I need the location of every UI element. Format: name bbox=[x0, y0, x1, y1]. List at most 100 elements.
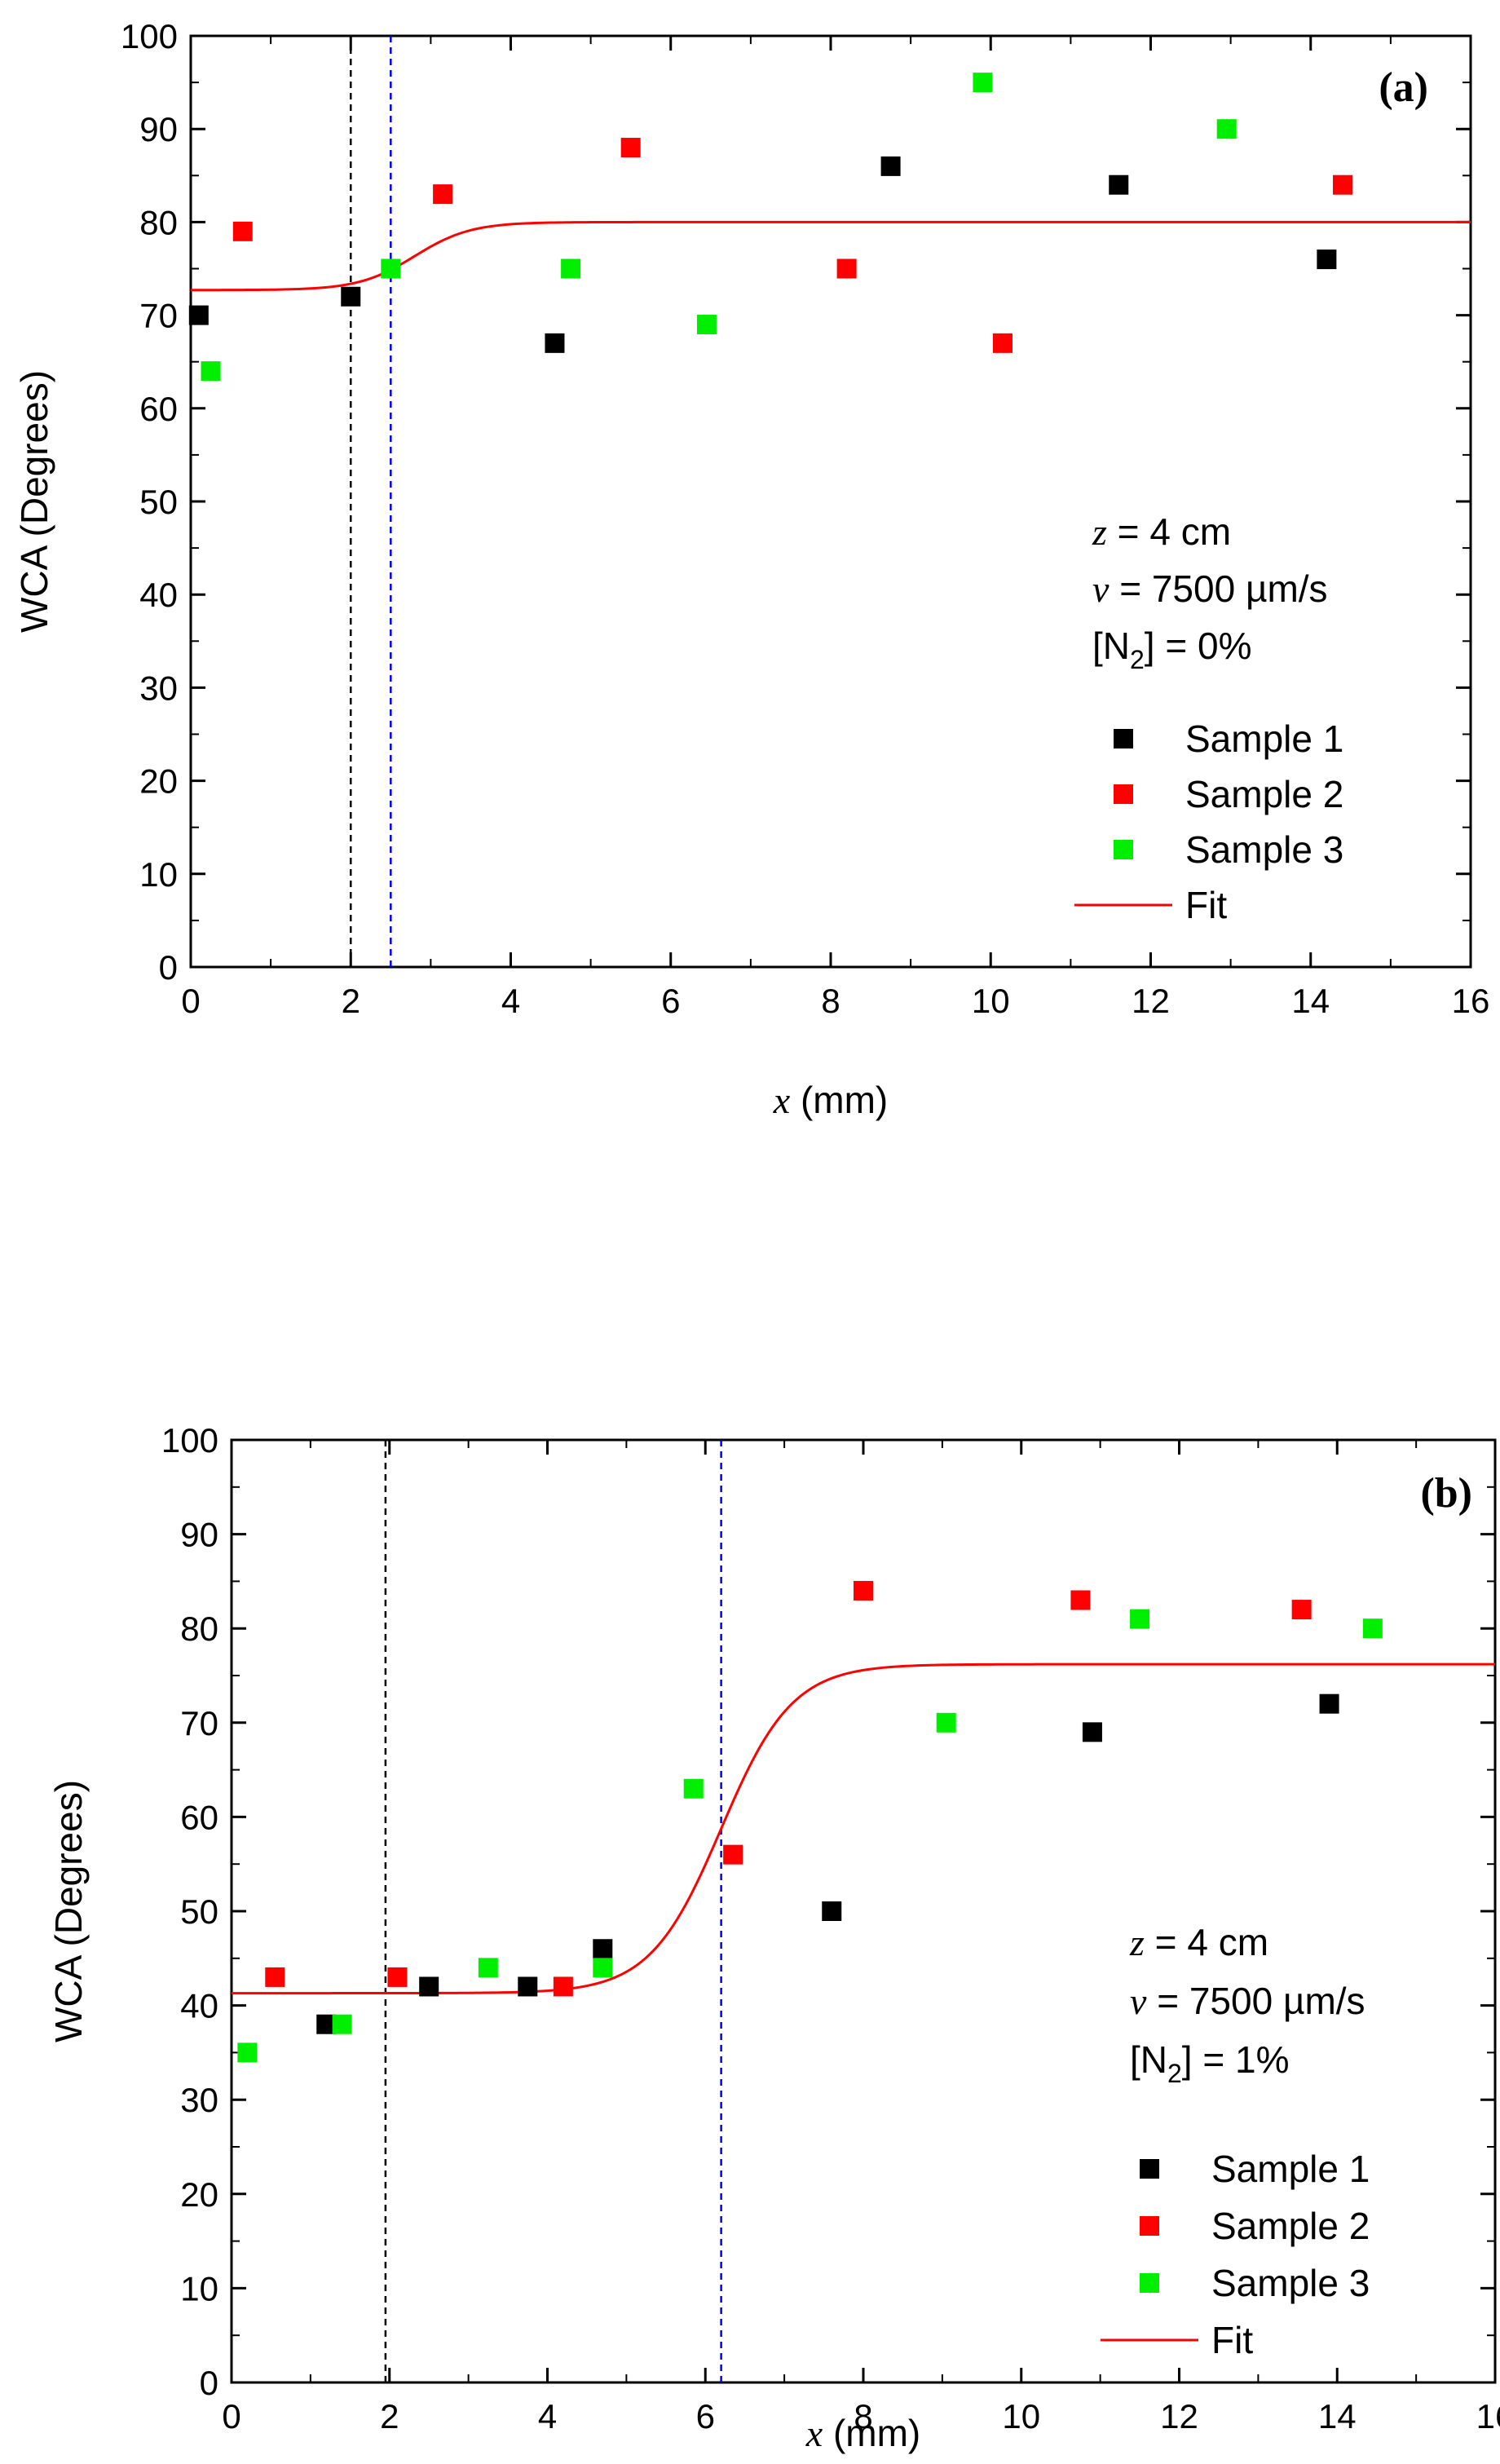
data-point-sample-2 bbox=[1291, 1600, 1312, 1620]
annotation-v-var: v bbox=[1130, 1980, 1147, 2022]
x-axis-label: x (mm) bbox=[805, 2412, 920, 2454]
data-point-sample-3 bbox=[237, 2042, 258, 2063]
data-point-sample-2 bbox=[620, 138, 641, 158]
y-axis-label: WCA (Degrees) bbox=[13, 370, 55, 633]
y-tick-label: 0 bbox=[159, 948, 178, 987]
data-point-sample-2 bbox=[992, 333, 1012, 353]
data-point-sample-1 bbox=[1319, 1693, 1339, 1714]
y-tick-label: 70 bbox=[180, 1704, 218, 1742]
legend-marker-sample-2 bbox=[1114, 784, 1133, 804]
chart-panel-b: 0 2 4 6 8 10 12 14 16 0 10 20 30 40 50 60 70 80 90 100 x (mm… bbox=[47, 1421, 1500, 2454]
annotation-z: z = 4 cm bbox=[1129, 1921, 1268, 1963]
annotation-z-text: = 4 cm bbox=[1107, 510, 1231, 553]
x-tick-label: 8 bbox=[821, 982, 840, 1020]
data-point-sample-2 bbox=[232, 221, 253, 241]
annotation-n2-suffix: ] = 1% bbox=[1182, 2038, 1290, 2081]
data-point-sample-1 bbox=[593, 1939, 613, 1959]
legend-label: Fit bbox=[1185, 884, 1227, 926]
data-point-sample-2 bbox=[1333, 174, 1352, 195]
y-tick-label: 60 bbox=[139, 390, 178, 428]
data-point-sample-1 bbox=[822, 1901, 842, 1921]
data-point-sample-3 bbox=[381, 258, 401, 279]
y-tick-label: 10 bbox=[139, 855, 178, 894]
y-tick-label: 40 bbox=[180, 1987, 218, 2025]
annotation-v-var: v bbox=[1092, 568, 1110, 610]
x-tick-label: 12 bbox=[1160, 2397, 1198, 2435]
annotation-v: v = 7500 µm/s bbox=[1092, 567, 1328, 610]
legend-label: Sample 3 bbox=[1211, 2262, 1370, 2304]
annotation-v: v = 7500 µm/s bbox=[1130, 1980, 1365, 2022]
y-tick-label: 20 bbox=[139, 762, 178, 801]
y-tick-label: 100 bbox=[161, 1421, 218, 1459]
x-tick-label: 6 bbox=[661, 982, 680, 1020]
y-tick-label: 80 bbox=[139, 203, 178, 241]
y-tick-label: 50 bbox=[180, 1892, 218, 1931]
data-point-sample-1 bbox=[1109, 174, 1129, 195]
x-tick-label: 0 bbox=[222, 2397, 240, 2435]
x-axis-label: x (mm) bbox=[773, 1079, 888, 1121]
x-axis-var: x bbox=[773, 1080, 791, 1121]
legend-label: Sample 1 bbox=[1211, 2148, 1370, 2190]
annotation-z-var: z bbox=[1129, 1922, 1145, 1963]
data-point-sample-3 bbox=[696, 315, 717, 335]
chart-panel-a: 0 2 4 6 8 10 12 14 16 0 10 20 30 40 50 60 70 80 90 100 x (mm… bbox=[13, 17, 1489, 1121]
data-point-sample-1 bbox=[545, 333, 565, 353]
y-tick-label: 30 bbox=[180, 2081, 218, 2119]
x-tick-label: 16 bbox=[1452, 982, 1490, 1020]
annotation-n2: [N2] = 0% bbox=[1092, 625, 1252, 674]
x-tick-label: 16 bbox=[1476, 2397, 1500, 2435]
y-tick-label: 50 bbox=[139, 483, 178, 521]
panel-label: (b) bbox=[1420, 1470, 1472, 1517]
data-point-sample-2 bbox=[1070, 1590, 1091, 1610]
legend-label: Sample 1 bbox=[1185, 718, 1343, 760]
y-tick-label: 100 bbox=[121, 17, 178, 55]
annotation-z-var: z bbox=[1092, 511, 1107, 553]
legend-label: Sample 2 bbox=[1211, 2205, 1370, 2247]
y-tick-label: 90 bbox=[180, 1516, 218, 1554]
data-point-sample-2 bbox=[433, 184, 453, 205]
y-tick-label: 40 bbox=[139, 576, 178, 614]
data-point-sample-3 bbox=[973, 73, 993, 93]
legend-marker-sample-1 bbox=[1114, 729, 1133, 748]
annotation-n2: [N2] = 1% bbox=[1130, 2038, 1290, 2088]
legend-marker-sample-2 bbox=[1140, 2216, 1159, 2236]
y-tick-label: 80 bbox=[180, 1610, 218, 1648]
y-axis-label: WCA (Degrees) bbox=[47, 1780, 90, 2042]
annotation-n2-prefix: [N bbox=[1092, 625, 1130, 667]
annotation-n2-subscript: 2 bbox=[1130, 645, 1145, 674]
x-tick-label: 4 bbox=[501, 982, 520, 1020]
data-point-sample-3 bbox=[332, 2014, 352, 2034]
legend-label: Sample 3 bbox=[1185, 828, 1343, 871]
x-tick-label: 4 bbox=[538, 2397, 557, 2435]
data-point-sample-3 bbox=[478, 1958, 498, 1978]
legend-marker-sample-1 bbox=[1140, 2159, 1159, 2179]
x-tick-label: 10 bbox=[1002, 2397, 1040, 2435]
x-axis-var: x bbox=[805, 2413, 823, 2454]
y-tick-label: 60 bbox=[180, 1798, 218, 1836]
panel-label: (a) bbox=[1379, 64, 1428, 111]
data-point-sample-2 bbox=[836, 258, 857, 279]
annotation-v-text: = 7500 µm/s bbox=[1146, 1980, 1365, 2022]
legend-marker-sample-3 bbox=[1140, 2273, 1159, 2293]
data-point-sample-1 bbox=[518, 1976, 538, 1997]
x-axis-unit: (mm) bbox=[790, 1079, 888, 1121]
data-point-sample-3 bbox=[1362, 1618, 1383, 1639]
data-point-sample-3 bbox=[201, 361, 221, 382]
y-tick-label: 70 bbox=[139, 297, 178, 335]
legend-label: Fit bbox=[1211, 2319, 1253, 2361]
fit-curve bbox=[232, 1663, 1495, 1995]
annotation-n2-prefix: [N bbox=[1130, 2038, 1167, 2081]
y-tick-label: 10 bbox=[180, 2269, 218, 2307]
y-tick-label: 90 bbox=[139, 110, 178, 148]
annotation-v-text: = 7500 µm/s bbox=[1109, 567, 1327, 610]
x-tick-label: 6 bbox=[696, 2397, 715, 2435]
data-point-sample-3 bbox=[1130, 1609, 1150, 1629]
data-point-sample-1 bbox=[880, 156, 901, 176]
data-point-sample-3 bbox=[1216, 119, 1237, 139]
x-tick-label: 12 bbox=[1132, 982, 1170, 1020]
x-tick-label: 14 bbox=[1318, 2397, 1357, 2435]
x-tick-label: 8 bbox=[854, 2397, 872, 2435]
data-point-sample-2 bbox=[387, 1967, 408, 1987]
x-tick-label: 2 bbox=[380, 2397, 399, 2435]
